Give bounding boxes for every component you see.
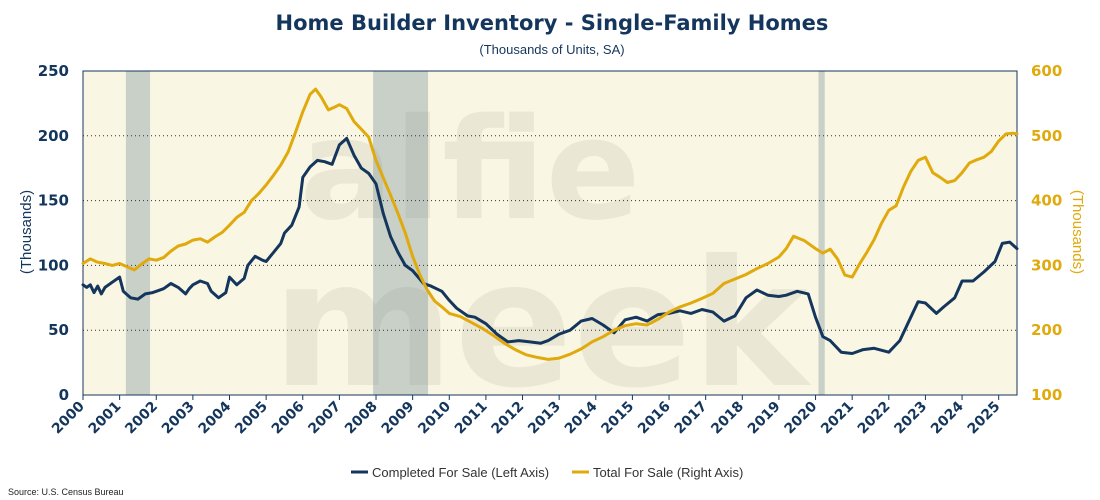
plot-frame	[82, 70, 1018, 396]
series-line-completed	[81, 136, 1019, 355]
x-tick-2025: 2025	[965, 399, 1004, 438]
legend-label-total: Total For Sale (Right Axis)	[593, 465, 743, 480]
y-tick-right-0: 100	[1031, 386, 1062, 404]
series-line-total	[81, 87, 1019, 361]
x-tick-2002: 2002	[122, 399, 161, 438]
x-tick-2023: 2023	[891, 399, 930, 438]
recession-band-2	[373, 71, 429, 395]
y-tick-right-3: 400	[1031, 192, 1062, 210]
y-tick-left-2: 100	[38, 256, 69, 274]
recession-band-3	[818, 71, 825, 395]
y-tick-right-4: 500	[1031, 127, 1062, 145]
chart-subtitle: (Thousands of Units, SA)	[479, 42, 624, 57]
source-note: Source: U.S. Census Bureau	[8, 487, 124, 497]
y-tick-right-2: 300	[1031, 256, 1062, 274]
x-tick-2003: 2003	[159, 399, 198, 438]
watermark-text-2: meek	[272, 224, 812, 427]
x-tick-2005: 2005	[232, 399, 271, 438]
y-tick-left-3: 150	[38, 192, 69, 210]
y-axis-label-right: (Thousands)	[1069, 190, 1086, 274]
y-axis-label-left: (Thousands)	[18, 190, 35, 274]
y-tick-left-4: 200	[38, 127, 69, 145]
x-tick-2021: 2021	[818, 399, 857, 438]
recession-band-1	[125, 71, 151, 395]
x-tick-2001: 2001	[86, 399, 125, 438]
x-tick-2004: 2004	[195, 398, 234, 437]
y-tick-left-0: 0	[59, 386, 69, 404]
watermark-text-1: alfie	[299, 89, 640, 252]
y-tick-right-1: 200	[1031, 321, 1062, 339]
y-tick-left-1: 50	[48, 321, 69, 339]
x-tick-2024: 2024	[928, 398, 967, 437]
y-tick-left-5: 250	[38, 62, 69, 80]
x-tick-2000: 2000	[49, 398, 88, 437]
y-tick-right-5: 600	[1031, 62, 1062, 80]
x-tick-2022: 2022	[855, 399, 894, 438]
chart-title: Home Builder Inventory - Single-Family H…	[276, 11, 829, 35]
legend-label-completed: Completed For Sale (Left Axis)	[372, 465, 549, 480]
legend: Completed For Sale (Left Axis) Total For…	[351, 465, 743, 480]
